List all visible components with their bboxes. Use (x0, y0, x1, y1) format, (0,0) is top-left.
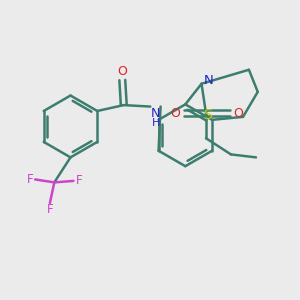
Text: F: F (75, 174, 82, 188)
Text: N: N (151, 106, 160, 119)
Text: F: F (46, 203, 53, 216)
Text: S: S (203, 108, 212, 122)
Text: H: H (152, 118, 160, 128)
Text: O: O (117, 65, 127, 78)
Text: O: O (170, 107, 180, 120)
Text: O: O (233, 107, 243, 120)
Text: F: F (27, 173, 33, 186)
Text: N: N (204, 74, 214, 87)
